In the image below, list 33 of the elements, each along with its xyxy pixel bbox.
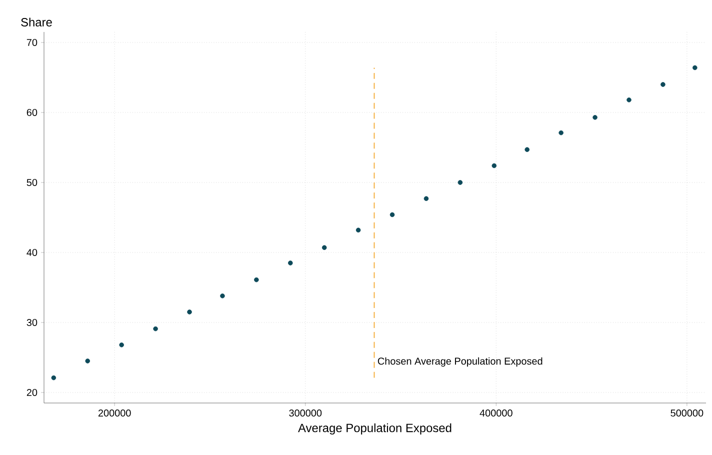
point [322, 245, 327, 250]
x-tick-label: 200000 [98, 410, 131, 417]
y-tick-label: 40 [26, 248, 38, 256]
point [119, 342, 124, 348]
point [626, 98, 632, 102]
x-axis-title: Average Population Exposed [298, 423, 452, 435]
point [153, 326, 158, 332]
point [524, 147, 530, 152]
x-tick-label: 400000 [480, 410, 512, 417]
point [390, 212, 395, 218]
x-tick-label: 300000 [289, 410, 322, 417]
x-tick-label: 500000 [670, 410, 704, 417]
point [492, 163, 497, 168]
y-tick-label: 70 [26, 38, 38, 46]
point [424, 196, 429, 201]
point [187, 310, 192, 314]
point [288, 260, 293, 266]
point [558, 130, 564, 136]
y-tick-label: 50 [26, 178, 38, 186]
y-tick-label: 20 [26, 388, 38, 396]
ref-line-label: Chosen Average Population Exposed [378, 357, 542, 367]
point [660, 82, 666, 87]
point [220, 294, 225, 298]
point [592, 115, 598, 120]
y-axis-title: Share [21, 18, 52, 26]
point [51, 375, 56, 380]
y-tick-label: 30 [26, 318, 38, 326]
point [458, 180, 463, 185]
point [85, 358, 90, 364]
y-tick-label: 60 [26, 108, 38, 116]
point [692, 65, 698, 70]
point [356, 228, 361, 232]
point [254, 277, 259, 282]
